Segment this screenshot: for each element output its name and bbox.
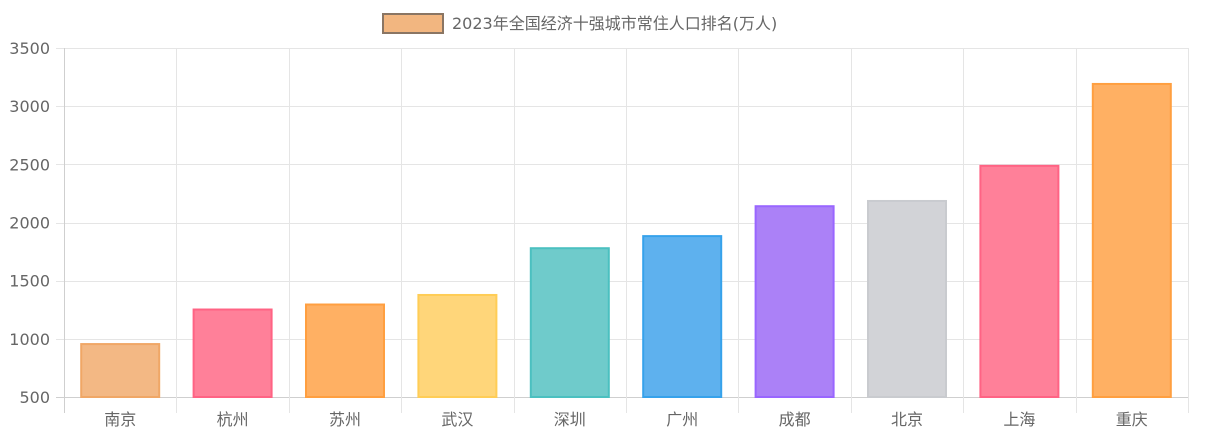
- bar-1[interactable]: [80, 343, 161, 398]
- x-tick-label: 重庆: [1116, 410, 1148, 429]
- bar-8[interactable]: [867, 199, 947, 398]
- bar-6[interactable]: [642, 235, 723, 398]
- bar-4[interactable]: [417, 293, 498, 399]
- y-tick-label: 3500: [9, 39, 50, 58]
- x-tick-label: 成都: [779, 410, 811, 429]
- chart-legend[interactable]: 2023年全国经济十强城市常住人口排名(万人): [382, 13, 777, 34]
- y-tick-label: 1000: [9, 330, 50, 349]
- y-axis-tick-labels: 500 1000 1500 2000 2500 3000 3500: [9, 39, 50, 407]
- y-tick-label: 3000: [9, 97, 50, 116]
- bar-2[interactable]: [192, 308, 273, 398]
- x-tick-label: 广州: [666, 410, 698, 429]
- x-tick-label: 深圳: [554, 410, 586, 429]
- y-tick-label: 500: [19, 388, 50, 407]
- bar-3[interactable]: [305, 303, 385, 399]
- legend-swatch[interactable]: [382, 13, 444, 34]
- x-tick-label: 杭州: [217, 410, 249, 429]
- y-tick-label: 2000: [9, 214, 50, 233]
- x-tick-label: 上海: [1003, 410, 1035, 429]
- x-tick-label: 南京: [104, 410, 136, 429]
- legend-label[interactable]: 2023年全国经济十强城市常住人口排名(万人): [452, 14, 777, 33]
- chart-bars: [80, 82, 1172, 399]
- y-tick-label: 1500: [9, 272, 50, 291]
- bar-9[interactable]: [979, 164, 1060, 398]
- bar-7[interactable]: [754, 205, 835, 398]
- chart-gridlines: [56, 48, 1189, 413]
- bar-10[interactable]: [1091, 82, 1172, 399]
- x-tick-label: 北京: [891, 410, 923, 429]
- x-tick-label: 武汉: [441, 410, 473, 429]
- y-tick-label: 2500: [9, 155, 50, 174]
- x-axis-tick-labels: 南京 杭州 苏州 武汉 深圳 广州 成都 北京 上海 重庆: [104, 410, 1148, 429]
- bar-5[interactable]: [529, 247, 610, 398]
- x-tick-label: 苏州: [329, 410, 361, 429]
